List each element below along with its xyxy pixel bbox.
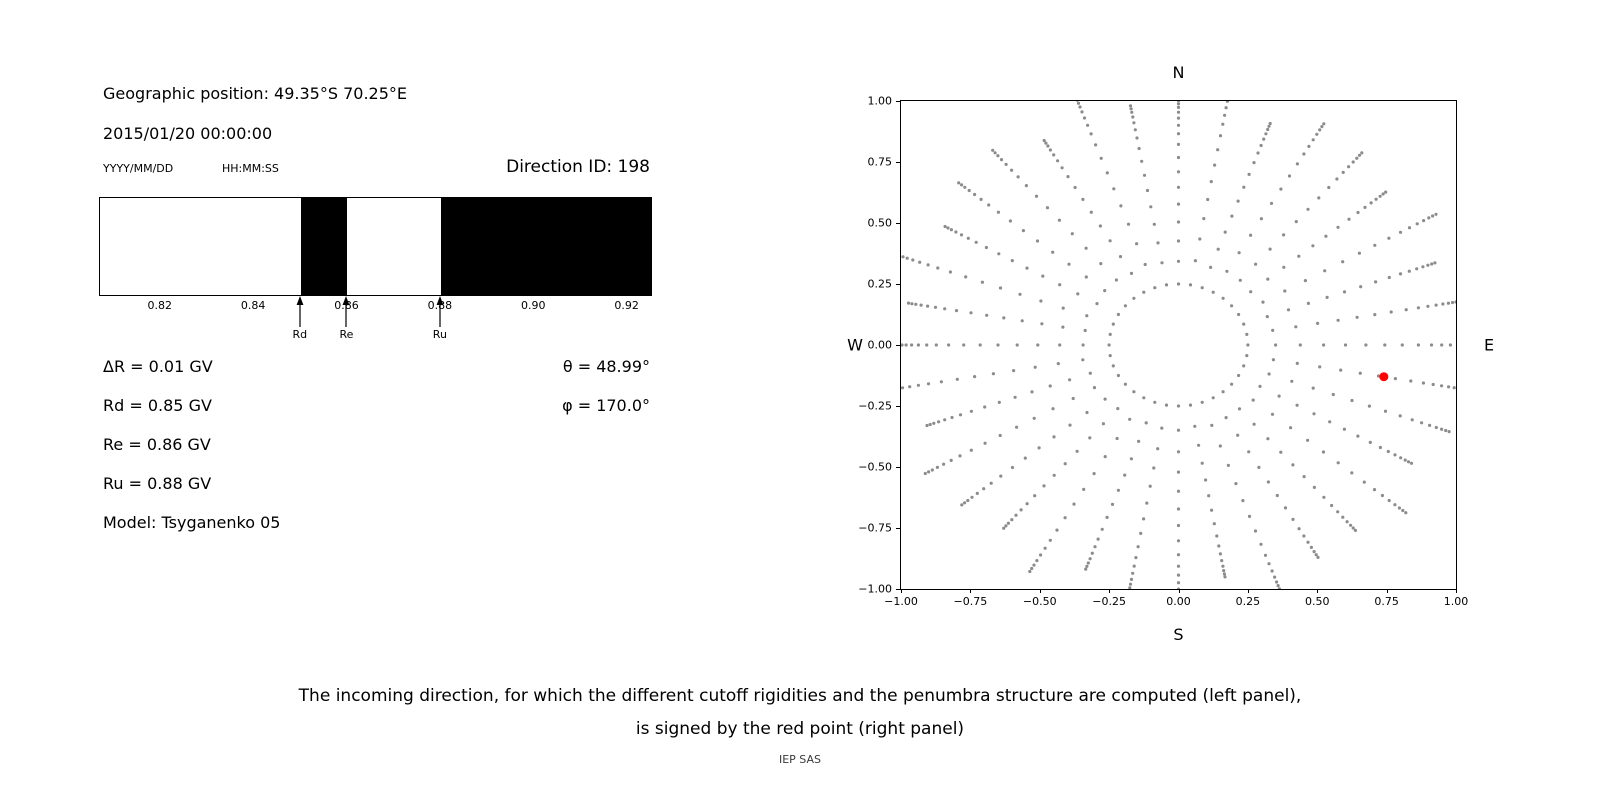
x-tick-mark bbox=[1039, 589, 1041, 593]
penumbra-tick-label: 0.84 bbox=[240, 299, 266, 312]
y-tick-mark bbox=[896, 284, 900, 285]
penumbra-tick-label: 0.82 bbox=[147, 299, 172, 312]
compass-south-label: S bbox=[1173, 625, 1184, 644]
theta-value: θ = 48.99° bbox=[562, 357, 650, 376]
direction-plot-svg bbox=[901, 101, 1456, 589]
rd-marker-arrow bbox=[294, 296, 306, 328]
forbidden-band bbox=[440, 198, 651, 295]
compass-east-label: E bbox=[1484, 335, 1495, 355]
x-tick-mark bbox=[1317, 589, 1319, 593]
forbidden-band bbox=[300, 198, 348, 295]
y-tick-label: −0.25 bbox=[858, 399, 892, 413]
model-name: Model: Tsyganenko 05 bbox=[103, 513, 281, 532]
y-tick-label: 0.50 bbox=[867, 216, 893, 230]
penumbra-tick-labels: 0.82 0.84 0.86 0.88 0.90 0.92 bbox=[99, 299, 650, 313]
re-marker-label: Re bbox=[339, 328, 354, 341]
x-tick-label: −0.50 bbox=[1022, 595, 1057, 608]
grid-dots bbox=[901, 101, 1456, 589]
compass-north-label: N bbox=[1172, 63, 1185, 82]
date-format-label: YYYY/MM/DD bbox=[103, 162, 174, 175]
x-tick-label: 1.00 bbox=[1443, 595, 1469, 608]
y-tick-mark bbox=[896, 467, 900, 468]
y-tick-mark bbox=[896, 101, 900, 102]
x-tick-label: 0.25 bbox=[1235, 595, 1261, 608]
datetime-label: 2015/01/20 00:00:00 bbox=[103, 124, 273, 143]
y-tick-mark bbox=[896, 406, 900, 407]
x-tick-label: 0.75 bbox=[1374, 595, 1399, 608]
x-tick-label: 0.00 bbox=[1166, 595, 1191, 608]
penumbra-tick-label: 0.90 bbox=[521, 299, 546, 312]
x-tick-mark bbox=[1178, 589, 1180, 593]
y-tick-label: −0.50 bbox=[858, 460, 892, 474]
time-format-label: HH:MM:SS bbox=[222, 162, 279, 175]
caption-line-2: is signed by the red point (right panel) bbox=[635, 719, 965, 739]
y-tick-label: −0.75 bbox=[858, 521, 892, 535]
credit-label: IEP SAS bbox=[778, 753, 822, 766]
x-tick-label: −0.25 bbox=[1092, 595, 1126, 608]
x-tick-mark bbox=[970, 589, 972, 593]
caption-line-1: The incoming direction, for which the di… bbox=[298, 686, 1302, 706]
x-tick-label: −0.75 bbox=[953, 595, 988, 608]
y-tick-label: 1.00 bbox=[867, 94, 893, 108]
ru-value: Ru = 0.88 GV bbox=[103, 474, 212, 493]
penumbra-bar bbox=[99, 197, 652, 296]
x-tick-mark bbox=[1386, 589, 1388, 593]
y-tick-mark bbox=[896, 589, 900, 590]
x-tick-label: −1.00 bbox=[884, 595, 918, 608]
penumbra-markers: Rd Re Ru bbox=[99, 295, 650, 347]
ru-marker-arrow bbox=[434, 296, 446, 328]
re-value: Re = 0.86 GV bbox=[103, 435, 211, 454]
direction-plot: N S W E −1.00 −0.75 −0.50 −0.25 0.00 0.25 0.50… bbox=[847, 63, 1494, 644]
geographic-position-label: Geographic position: 49.35°S 70.25°E bbox=[103, 84, 408, 103]
x-tick-mark bbox=[1247, 589, 1249, 593]
x-tick-mark bbox=[1109, 589, 1111, 593]
y-tick-mark bbox=[896, 528, 900, 529]
y-tick-mark bbox=[896, 223, 900, 224]
phi-value: φ = 170.0° bbox=[562, 396, 650, 415]
rd-marker-label: Rd bbox=[292, 328, 308, 341]
delta-r-value: ΔR = 0.01 GV bbox=[103, 357, 213, 376]
penumbra-tick-label: 0.92 bbox=[614, 299, 639, 312]
compass-west-label: W bbox=[847, 335, 863, 355]
y-tick-mark bbox=[896, 345, 900, 346]
x-tick-mark bbox=[901, 589, 902, 593]
ru-marker-label: Ru bbox=[432, 328, 447, 341]
x-tick-mark bbox=[1456, 589, 1457, 593]
red-point bbox=[1379, 372, 1389, 382]
x-tick-label: 0.50 bbox=[1305, 595, 1330, 608]
y-tick-mark bbox=[896, 162, 900, 163]
y-tick-label: 0.75 bbox=[867, 155, 893, 169]
y-tick-label: 0.25 bbox=[867, 277, 893, 291]
direction-id-label: Direction ID: 198 bbox=[506, 157, 650, 177]
re-marker-arrow bbox=[340, 296, 352, 328]
rd-value: Rd = 0.85 GV bbox=[103, 396, 212, 415]
y-tick-label: −1.00 bbox=[858, 582, 892, 596]
y-tick-label: 0.00 bbox=[867, 338, 893, 352]
